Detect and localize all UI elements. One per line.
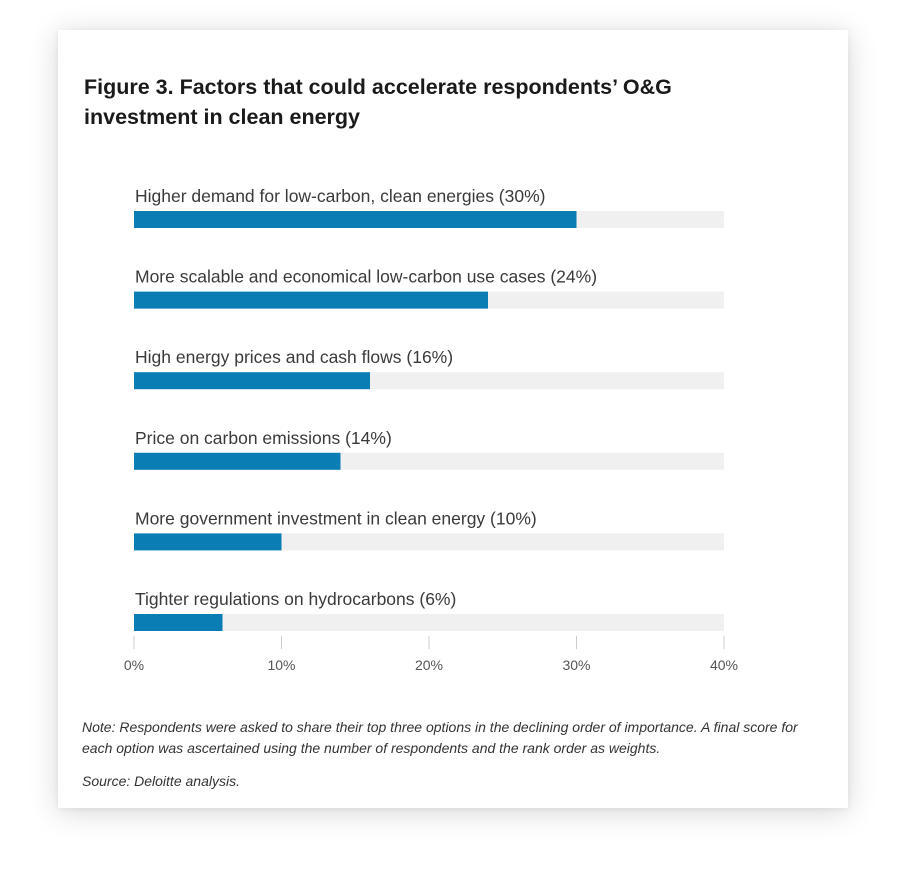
bar-label: Price on carbon emissions (14%) [135, 428, 392, 448]
bar [134, 533, 282, 551]
bar-track [134, 614, 724, 631]
bar [134, 211, 577, 228]
bar-label: Tighter regulations on hydrocarbons (6%) [135, 589, 456, 609]
bar [134, 452, 341, 470]
bar-label: More government investment in clean ener… [135, 508, 537, 528]
x-tick-label: 30% [562, 657, 590, 673]
figure-title: Figure 3. Factors that could accelerate … [84, 75, 672, 129]
bar [134, 291, 488, 309]
x-tick-label: 20% [415, 657, 443, 673]
bar-chart: 0% 10% 20% 30% 40% Higher demand for low-carb… [124, 186, 738, 673]
x-tick-label: 10% [267, 657, 295, 673]
bar-label: High energy prices and cash flows (16%) [135, 347, 453, 367]
bar [134, 372, 370, 390]
figure-source: Source: Deloitte analysis. [82, 773, 240, 789]
figure-note: Note: Respondents were asked to share th… [82, 719, 798, 756]
bar-label: Higher demand for low-carbon, clean ener… [135, 186, 546, 206]
x-tick-label: 0% [124, 657, 144, 673]
figure-card: Figure 3. Factors that could accelerate … [58, 30, 848, 808]
bar [134, 614, 223, 631]
bar-label: More scalable and economical low-carbon … [135, 267, 597, 287]
x-tick-label: 40% [710, 657, 738, 673]
